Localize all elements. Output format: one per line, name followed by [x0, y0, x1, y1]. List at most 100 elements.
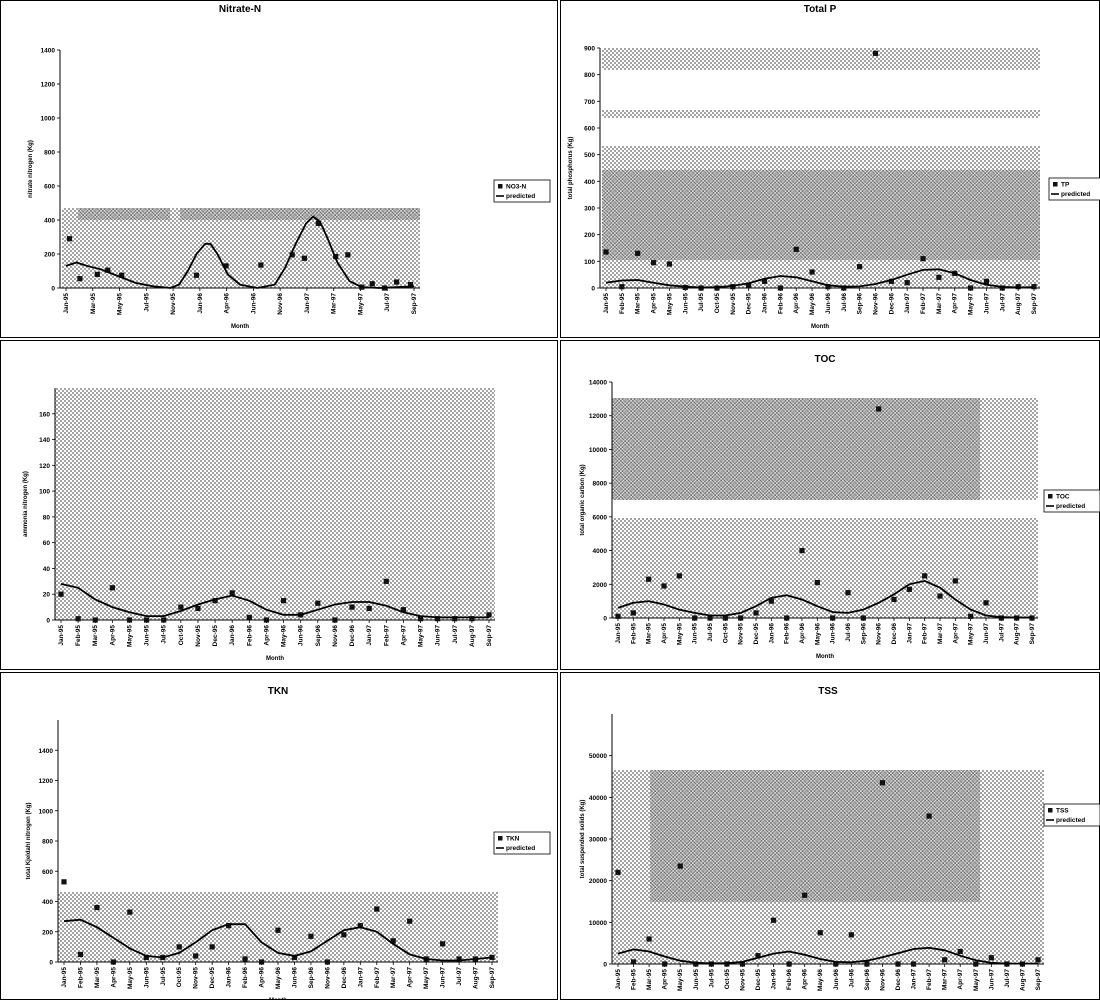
data-point: [178, 604, 184, 610]
x-tick-label: May-97: [968, 293, 975, 315]
x-tick-label: Jun-97: [440, 967, 447, 988]
x-tick-label: Feb-95: [630, 623, 637, 644]
data-point: [369, 281, 375, 287]
x-tick-label: Jun-95: [693, 969, 700, 990]
data-point: [936, 274, 942, 280]
data-point: [332, 617, 338, 623]
y-axis-label: total organic carbon (Kg): [580, 464, 586, 535]
data-point: [650, 260, 657, 266]
data-point: [209, 944, 215, 950]
data-point: [289, 252, 295, 258]
data-point: [619, 284, 625, 290]
x-tick-label: Jun-96: [250, 293, 257, 314]
x-tick-label: Feb-97: [922, 623, 929, 644]
x-tick-label: Oct-95: [724, 969, 731, 990]
y-tick-label: 10000: [589, 447, 607, 454]
y-tick-label: 20: [43, 592, 51, 599]
y-tick-label: 0: [49, 960, 53, 967]
data-point: [895, 961, 901, 967]
legend-box: [1043, 489, 1100, 513]
x-tick-label: May-95: [126, 625, 133, 647]
x-tick-label: Jun-96: [830, 623, 837, 644]
x-tick-label: Apr-97: [957, 969, 964, 990]
x-tick-label: Sep-96: [857, 293, 864, 315]
y-tick-label: 600: [42, 869, 53, 876]
data-point: [676, 573, 682, 579]
y-tick-label: 140: [39, 437, 50, 444]
y-tick-label: 0: [46, 618, 50, 625]
legend-marker-swatch: [1053, 182, 1058, 187]
data-point: [662, 961, 668, 967]
y-tick-label: 1200: [39, 778, 54, 785]
data-point: [176, 944, 182, 950]
data-point: [845, 590, 851, 596]
x-tick-label: Apr-96: [259, 967, 266, 988]
total-p-chart: Total P 0 100 200 300 400 500 600 700 800 900 Jan-9…: [560, 0, 1100, 338]
legend: TP predicted: [1048, 177, 1100, 201]
data-point: [661, 583, 667, 589]
x-tick-label: Nov-95: [195, 625, 202, 647]
legend-label: TP: [1061, 182, 1070, 189]
data-point: [753, 610, 759, 616]
x-tick-label: Feb-95: [631, 969, 638, 990]
x-tick-label: May-97: [968, 623, 975, 645]
x-tick-label: Jul-97: [998, 623, 1005, 642]
tkn-chart: TKN 0 200 400 600 800 1000 1200 1400 Jan-95 Feb-95…: [0, 672, 558, 1000]
x-tick-label: Feb-95: [619, 293, 626, 314]
data-point: [872, 50, 879, 56]
data-point: [707, 615, 713, 621]
data-point: [848, 932, 854, 938]
data-point: [864, 961, 870, 967]
x-tick-label: Jan-96: [197, 293, 204, 314]
x-tick-label: Apr-97: [952, 623, 959, 644]
data-point: [126, 617, 133, 623]
x-tick-label: Dec-95: [755, 969, 762, 991]
data-point: [489, 954, 495, 961]
plot-shading: [612, 398, 980, 500]
plot-band: [602, 70, 1040, 110]
predicted-line: [65, 215, 415, 289]
x-tick-label: Jul-95: [707, 623, 714, 642]
x-tick-label: Mar-95: [90, 293, 97, 314]
x-tick-label: Nov-96: [332, 625, 339, 647]
y-tick-label: 500: [584, 152, 595, 159]
legend-label: predicted: [506, 845, 535, 852]
plot-band: [602, 118, 1040, 146]
y-tick-label: 14000: [589, 380, 607, 387]
plot-shading: [58, 892, 498, 962]
x-tick-label: Sep-97: [486, 625, 493, 647]
x-tick-label: May-95: [127, 967, 134, 989]
x-tick-label: Mar-97: [936, 293, 943, 314]
data-point: [784, 615, 790, 621]
y-tick-label: 40: [43, 566, 51, 573]
data-point: [937, 593, 943, 599]
data-point: [349, 604, 355, 610]
data-point: [957, 948, 963, 955]
x-tick-label: Sep-97: [1035, 969, 1042, 991]
legend-box: [1043, 803, 1100, 827]
x-tick-label: Dec-96: [895, 969, 902, 991]
x-axis-label: Month: [231, 324, 249, 330]
x-tick-label: Jan-96: [768, 623, 775, 644]
x-tick-label: Jul-97: [456, 967, 463, 986]
x-tick-label: Nov-95: [730, 293, 737, 315]
legend-label: predicted: [1061, 191, 1090, 198]
y-tick-label: 160: [39, 411, 50, 418]
x-tick-label: Nov-95: [739, 969, 746, 991]
x-tick-label: Jan-97: [304, 293, 311, 314]
x-tick-label: Mar-95: [646, 969, 653, 990]
data-point: [110, 959, 116, 965]
x-tick-label: Jun-96: [825, 293, 832, 314]
predicted-line: [63, 918, 493, 962]
legend: NO3-N predicted: [493, 179, 551, 203]
data-point: [92, 617, 98, 623]
x-tick-label: Jul-97: [1004, 969, 1011, 988]
y-axis-label: total phosphorus (Kg): [568, 137, 574, 200]
x-tick-label: Nov-95: [738, 623, 745, 645]
data-point: [786, 961, 792, 967]
data-point: [746, 282, 752, 288]
plot-shading: [78, 208, 170, 220]
chart-title: Total P: [804, 4, 837, 15]
x-tick-label: Jun-96: [298, 625, 305, 646]
data-point: [879, 780, 886, 786]
